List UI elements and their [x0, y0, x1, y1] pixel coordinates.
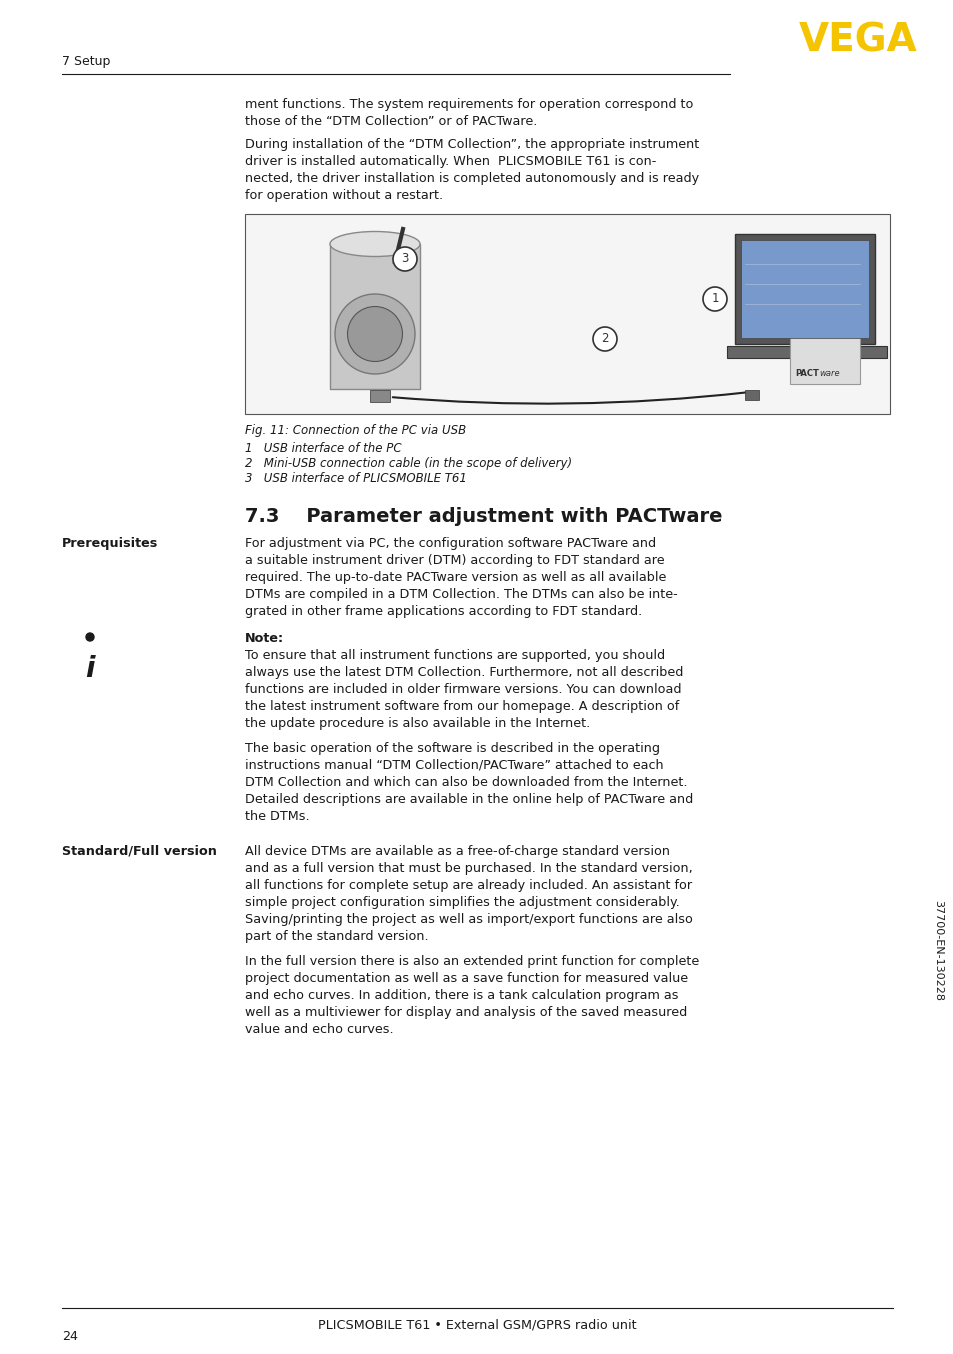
Text: and echo curves. In addition, there is a tank calculation program as: and echo curves. In addition, there is a… [245, 988, 678, 1002]
Text: all functions for complete setup are already included. An assistant for: all functions for complete setup are alr… [245, 879, 691, 892]
Circle shape [86, 634, 94, 640]
Text: those of the “DTM Collection” or of PACTware.: those of the “DTM Collection” or of PACT… [245, 115, 537, 129]
Text: Standard/Full version: Standard/Full version [62, 845, 216, 858]
Text: for operation without a restart.: for operation without a restart. [245, 190, 442, 202]
Text: the update procedure is also available in the Internet.: the update procedure is also available i… [245, 718, 590, 730]
Text: For adjustment via PC, the configuration software PACTware and: For adjustment via PC, the configuration… [245, 538, 656, 550]
Bar [744, 390, 759, 399]
Text: Prerequisites: Prerequisites [62, 538, 158, 550]
Bar [789, 284, 859, 385]
Text: 7.3    Parameter adjustment with PACTware: 7.3 Parameter adjustment with PACTware [245, 506, 721, 525]
Text: value and echo curves.: value and echo curves. [245, 1024, 394, 1036]
Text: 2   Mini-USB connection cable (in the scope of delivery): 2 Mini-USB connection cable (in the scop… [245, 458, 572, 470]
Text: During installation of the “DTM Collection”, the appropriate instrument: During installation of the “DTM Collecti… [245, 138, 699, 152]
Bar [245, 214, 889, 414]
Text: and as a full version that must be purchased. In the standard version,: and as a full version that must be purch… [245, 862, 692, 875]
Circle shape [593, 328, 617, 351]
Text: The basic operation of the software is described in the operating: The basic operation of the software is d… [245, 742, 659, 756]
Text: well as a multiviewer for display and analysis of the saved measured: well as a multiviewer for display and an… [245, 1006, 686, 1020]
Bar [370, 390, 390, 402]
Text: project documentation as well as a save function for measured value: project documentation as well as a save … [245, 972, 687, 984]
Text: ment functions. The system requirements for operation correspond to: ment functions. The system requirements … [245, 97, 693, 111]
Text: 1   USB interface of the PC: 1 USB interface of the PC [245, 441, 401, 455]
Bar [740, 240, 868, 338]
Text: always use the latest DTM Collection. Furthermore, not all described: always use the latest DTM Collection. Fu… [245, 666, 682, 678]
Text: i: i [85, 655, 94, 682]
Text: Saving/printing the project as well as import/export functions are also: Saving/printing the project as well as i… [245, 913, 692, 926]
Text: 7 Setup: 7 Setup [62, 56, 111, 68]
Bar [734, 234, 874, 344]
Text: 37700-EN-130228: 37700-EN-130228 [932, 899, 942, 1001]
Text: simple project configuration simplifies the adjustment considerably.: simple project configuration simplifies … [245, 896, 679, 909]
Text: functions are included in older firmware versions. You can download: functions are included in older firmware… [245, 682, 680, 696]
Bar [726, 347, 886, 357]
Circle shape [702, 287, 726, 311]
Text: In the full version there is also an extended print function for complete: In the full version there is also an ext… [245, 955, 699, 968]
Text: the DTMs.: the DTMs. [245, 810, 310, 823]
Text: Fig. 11: Connection of the PC via USB: Fig. 11: Connection of the PC via USB [245, 424, 466, 437]
Text: ware: ware [818, 370, 839, 378]
Text: Detailed descriptions are available in the online help of PACTware and: Detailed descriptions are available in t… [245, 793, 693, 806]
Text: 2: 2 [600, 333, 608, 345]
Text: nected, the driver installation is completed autonomously and is ready: nected, the driver installation is compl… [245, 172, 699, 185]
Circle shape [393, 246, 416, 271]
Text: DTMs are compiled in a DTM Collection. The DTMs can also be inte-: DTMs are compiled in a DTM Collection. T… [245, 588, 677, 601]
Text: 3: 3 [401, 252, 408, 265]
Text: PLICSMOBILE T61 • External GSM/GPRS radio unit: PLICSMOBILE T61 • External GSM/GPRS radi… [317, 1317, 636, 1331]
Text: instructions manual “DTM Collection/PACTware” attached to each: instructions manual “DTM Collection/PACT… [245, 760, 663, 772]
Text: All device DTMs are available as a free-of-charge standard version: All device DTMs are available as a free-… [245, 845, 669, 858]
Text: To ensure that all instrument functions are supported, you should: To ensure that all instrument functions … [245, 649, 664, 662]
Text: 3   USB interface of PLICSMOBILE T61: 3 USB interface of PLICSMOBILE T61 [245, 473, 466, 485]
Text: part of the standard version.: part of the standard version. [245, 930, 428, 942]
Text: 1: 1 [711, 292, 718, 306]
Text: a suitable instrument driver (DTM) according to FDT standard are: a suitable instrument driver (DTM) accor… [245, 554, 664, 567]
Text: the latest instrument software from our homepage. A description of: the latest instrument software from our … [245, 700, 679, 714]
Text: Note:: Note: [245, 632, 284, 645]
Bar [330, 244, 419, 389]
Text: grated in other frame applications according to FDT standard.: grated in other frame applications accor… [245, 605, 641, 617]
Text: required. The up-to-date PACTware version as well as all available: required. The up-to-date PACTware versio… [245, 571, 666, 584]
Text: VEGA: VEGA [799, 22, 917, 60]
Text: 24: 24 [62, 1330, 78, 1343]
Ellipse shape [330, 232, 419, 256]
Ellipse shape [335, 294, 415, 374]
Text: DTM Collection and which can also be downloaded from the Internet.: DTM Collection and which can also be dow… [245, 776, 687, 789]
Text: PACT: PACT [794, 370, 818, 378]
Ellipse shape [347, 306, 402, 362]
Text: driver is installed automatically. When  PLICSMOBILE T61 is con-: driver is installed automatically. When … [245, 154, 656, 168]
